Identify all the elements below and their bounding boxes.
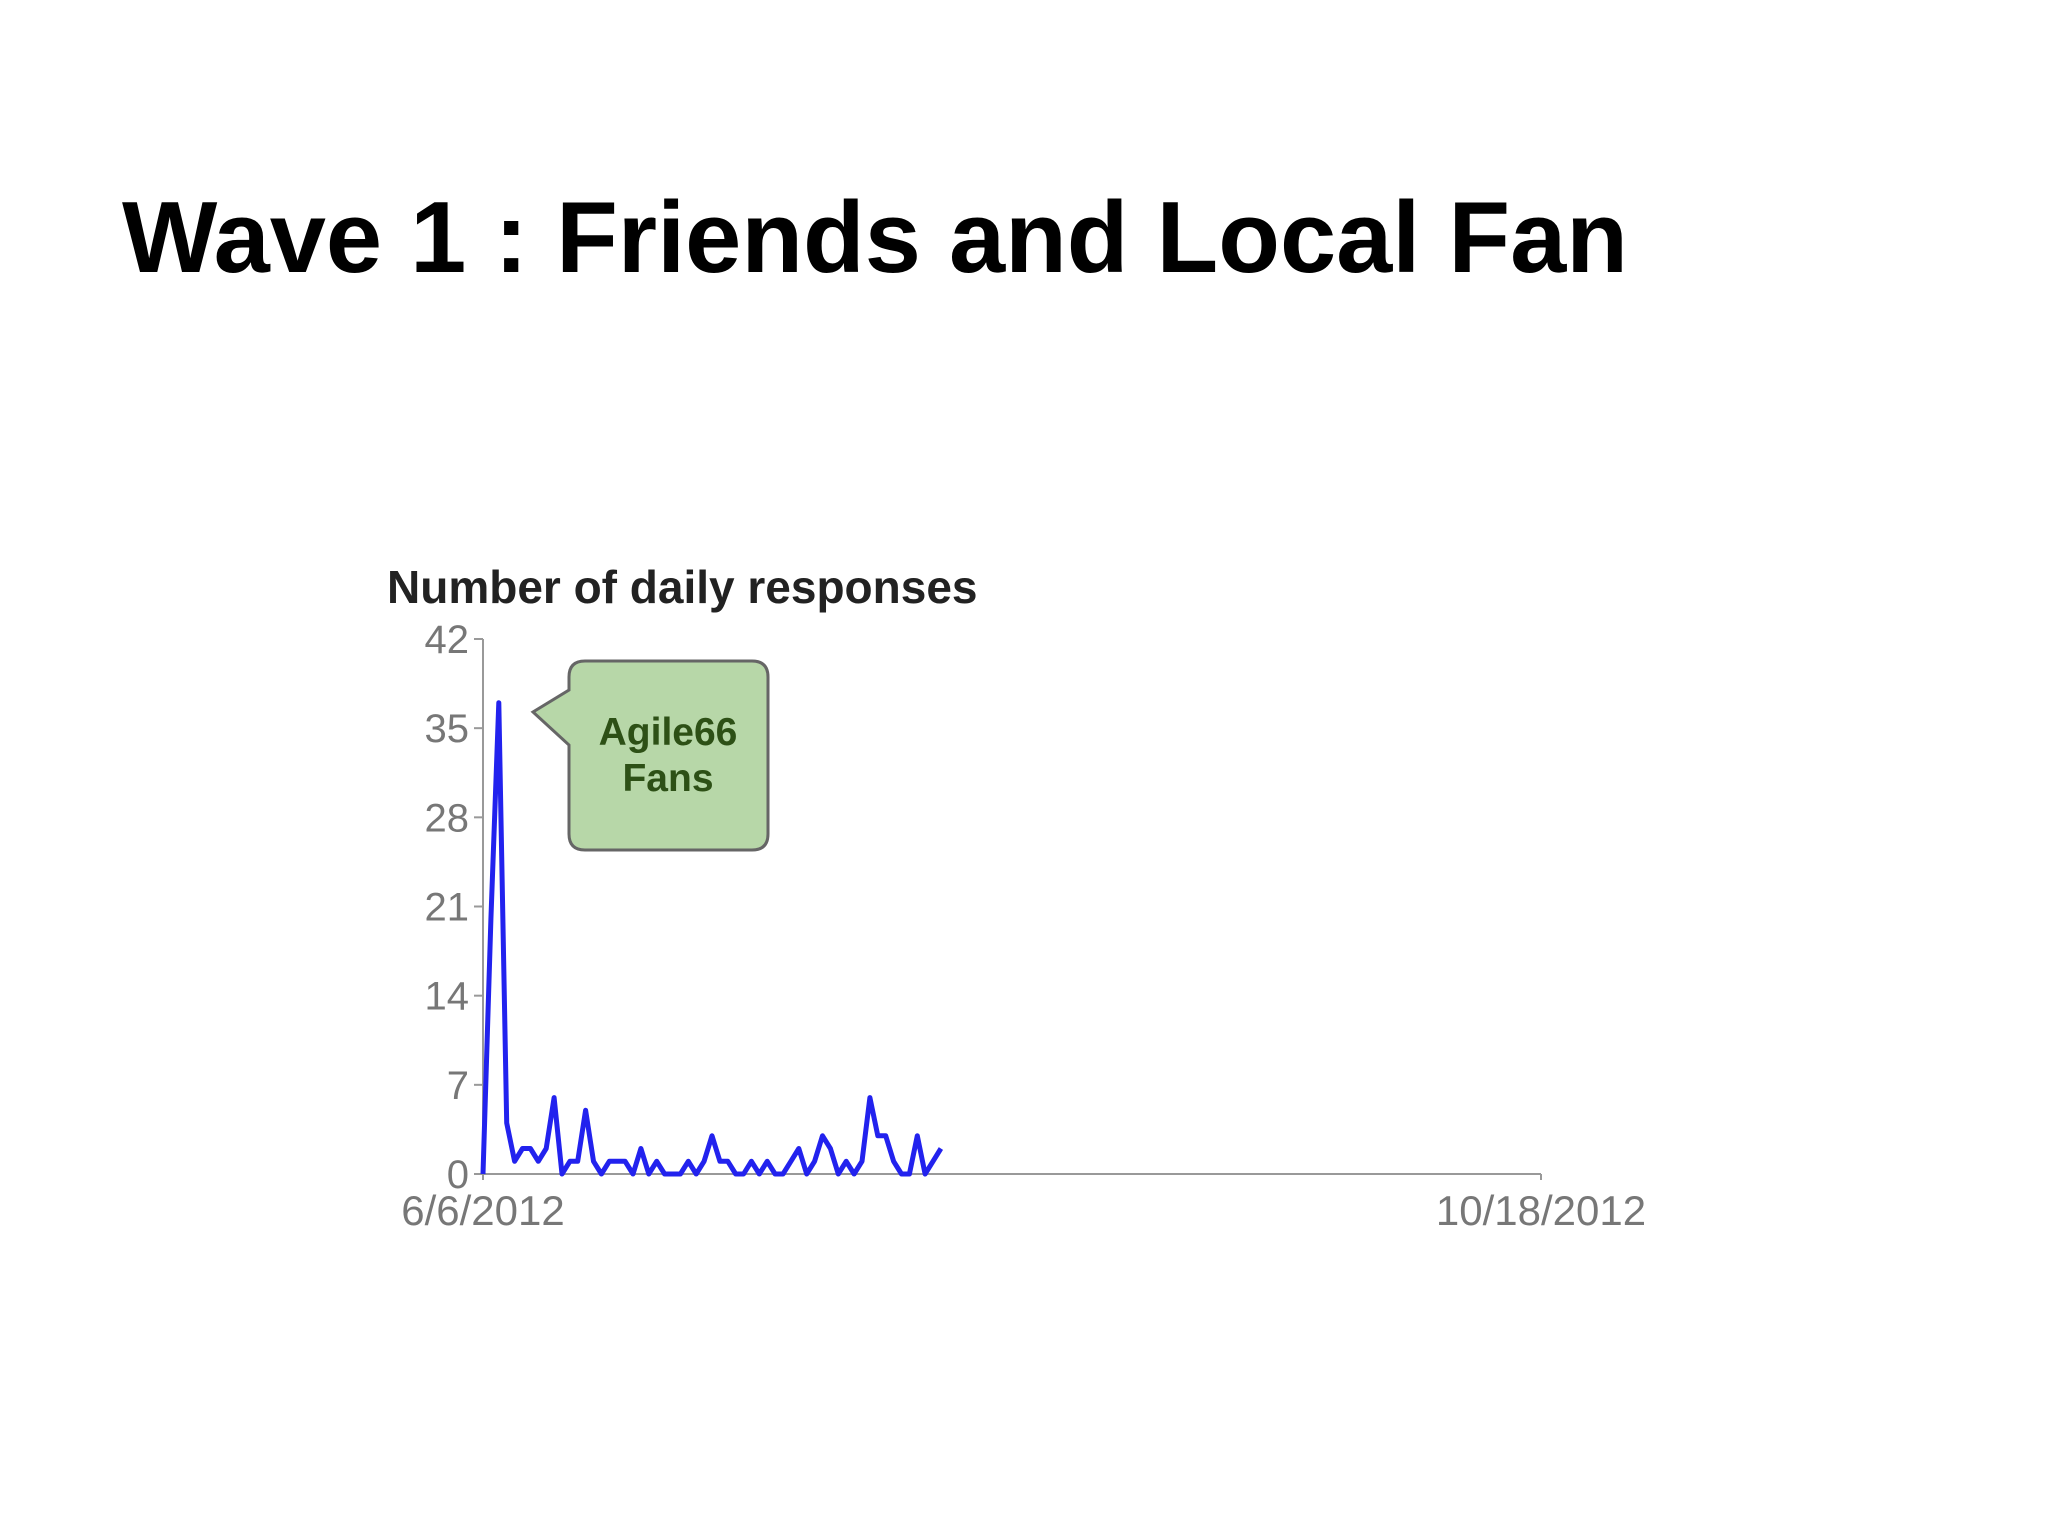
callout-bubble xyxy=(530,659,770,852)
y-tick-label: 14 xyxy=(425,975,470,1019)
annotation-line: Agile66 xyxy=(599,711,738,754)
y-tick-label: 35 xyxy=(425,707,470,751)
y-tick-label: 28 xyxy=(425,796,470,840)
annotation-line: Fans xyxy=(622,757,713,800)
y-tick-label: 21 xyxy=(425,886,470,930)
x-tick-label: 6/6/2012 xyxy=(401,1187,565,1234)
chart-title: Number of daily responses xyxy=(387,561,978,613)
data-line xyxy=(480,700,944,1177)
slide-title: Wave 1 : Friends and Local Fan xyxy=(122,182,1628,294)
y-tick-label: 42 xyxy=(425,618,470,662)
x-tick-label: 10/18/2012 xyxy=(1436,1187,1646,1234)
y-tick-label: 0 xyxy=(447,1153,469,1197)
y-tick-label: 7 xyxy=(447,1064,469,1108)
